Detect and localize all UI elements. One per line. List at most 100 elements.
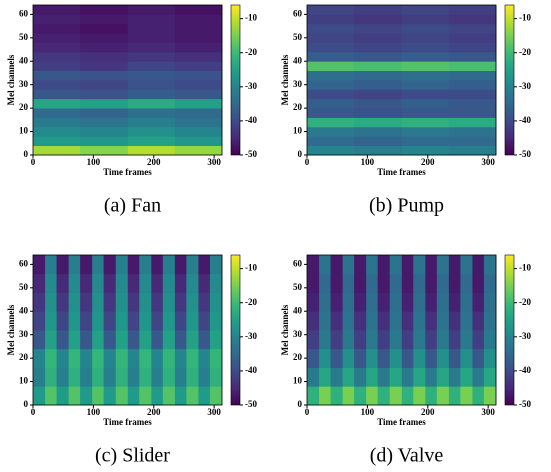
- heatmap-cell: [319, 273, 331, 293]
- colorbar-tick-label: -40: [245, 115, 257, 125]
- heatmap-cell: [139, 348, 152, 368]
- heatmap-cell: [342, 273, 355, 293]
- heatmap-cell: [342, 330, 355, 350]
- heatmap-cell: [68, 348, 81, 368]
- heatmap-cell: [127, 117, 176, 128]
- heatmap-cell: [483, 255, 497, 275]
- heatmap-cell: [45, 255, 57, 275]
- heatmap-cell: [174, 61, 223, 72]
- heatmap-cell: [389, 330, 403, 350]
- heatmap-cell: [209, 386, 223, 406]
- y-tick-label: 50: [19, 32, 29, 42]
- heatmap-cell: [472, 330, 485, 350]
- heatmap-cell: [319, 255, 331, 275]
- heatmap-cell: [151, 255, 164, 275]
- heatmap-cell: [127, 33, 176, 43]
- heatmap-cell: [127, 255, 140, 275]
- heatmap-cell: [401, 255, 414, 275]
- heatmap-cell: [354, 145, 403, 156]
- colorbar: [230, 254, 241, 406]
- heatmap-cell: [174, 117, 223, 128]
- colorbar-tick-label: -10: [245, 263, 257, 273]
- colorbar-tick-label: -40: [245, 365, 257, 375]
- heatmap-cell: [33, 117, 81, 128]
- heatmap-cell: [413, 255, 426, 275]
- heatmap-cell: [354, 292, 367, 312]
- heatmap-cell: [80, 117, 129, 128]
- y-tick-label: 0: [298, 399, 303, 409]
- axes-frame: [32, 254, 223, 406]
- y-tick-label: 30: [293, 329, 303, 339]
- heatmap-cell: [307, 386, 320, 406]
- heatmap-cell: [127, 89, 176, 100]
- heatmap-cell: [330, 311, 344, 331]
- heatmap-cell: [401, 5, 450, 15]
- heatmap-cell: [174, 136, 223, 147]
- heatmap-cell: [448, 117, 497, 128]
- heatmap-cell: [68, 255, 81, 275]
- heatmap-cell: [483, 311, 497, 331]
- heatmap-cell: [198, 273, 211, 293]
- heatmap-cell: [448, 98, 497, 109]
- heatmap-cell: [425, 367, 438, 387]
- colorbar-tick-label: -30: [245, 81, 257, 91]
- heatmap-cell: [80, 14, 129, 25]
- heatmap-cell: [127, 136, 176, 147]
- heatmap-cell: [389, 386, 403, 406]
- heatmap-cell: [307, 5, 355, 15]
- heatmap-cell: [80, 145, 129, 156]
- y-tick-label: 10: [19, 126, 29, 136]
- heatmap-cell: [448, 330, 461, 350]
- heatmap-cell: [162, 255, 176, 275]
- heatmap-cell: [448, 145, 497, 156]
- heatmap-cell: [366, 386, 379, 406]
- heatmap-cell: [92, 255, 105, 275]
- heatmap-cell: [389, 311, 403, 331]
- heatmap-cell: [307, 292, 320, 312]
- heatmap-cell: [436, 386, 450, 406]
- heatmap-cell: [33, 386, 46, 406]
- y-tick-label: 60: [293, 258, 303, 268]
- colorbar: [504, 254, 515, 406]
- y-tick-label: 50: [293, 282, 303, 292]
- heatmap-cell: [401, 51, 450, 62]
- colorbar-tick-label: -50: [245, 399, 257, 409]
- heatmap-cell: [33, 98, 81, 109]
- heatmap-cell: [33, 311, 46, 331]
- heatmap-cell: [103, 292, 117, 312]
- heatmap-cell: [401, 145, 450, 156]
- heatmap-cell: [377, 367, 391, 387]
- heatmap-cell: [354, 42, 403, 53]
- heatmap-cell: [307, 14, 355, 25]
- heatmap-cell: [139, 330, 152, 350]
- heatmap-cell: [174, 5, 223, 15]
- heatmap-cell: [174, 108, 223, 118]
- heatmap-cell: [45, 386, 57, 406]
- heatmap-cell: [80, 42, 129, 53]
- heatmap-cell: [174, 89, 223, 100]
- heatmap-cell: [401, 89, 450, 100]
- y-tick-label: 40: [19, 55, 29, 65]
- heatmap-cell: [354, 386, 367, 406]
- heatmap-cell: [45, 367, 57, 387]
- heatmap-cell: [68, 330, 81, 350]
- heatmap-cell: [115, 330, 129, 350]
- heatmap-cell: [448, 80, 497, 90]
- heatmap-cell: [472, 311, 485, 331]
- heatmap-cell: [436, 255, 450, 275]
- heatmap-cell: [354, 367, 367, 387]
- heatmap-cell: [448, 33, 497, 43]
- heatmap-cell: [307, 89, 355, 100]
- y-tick-label: 30: [19, 79, 29, 89]
- y-axis-label: Mel channels: [280, 304, 290, 355]
- heatmap-cell: [401, 136, 450, 147]
- heatmap-cell: [127, 61, 176, 72]
- heatmap-cell: [401, 348, 414, 368]
- heatmap-cell: [366, 292, 379, 312]
- y-tick-label: 20: [293, 352, 303, 362]
- heatmap-cell: [186, 367, 199, 387]
- heatmap-cell: [460, 330, 473, 350]
- colorbar-tick-label: -30: [519, 331, 531, 341]
- heatmap-cell: [413, 330, 426, 350]
